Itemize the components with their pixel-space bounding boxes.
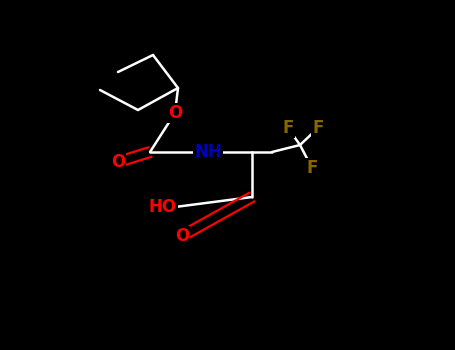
Text: F: F bbox=[282, 119, 293, 137]
Text: NH: NH bbox=[194, 143, 222, 161]
Text: F: F bbox=[312, 119, 324, 137]
Text: F: F bbox=[306, 159, 318, 177]
Text: O: O bbox=[111, 153, 125, 171]
Text: O: O bbox=[175, 227, 189, 245]
Text: HO: HO bbox=[149, 198, 177, 216]
Text: O: O bbox=[168, 104, 182, 122]
